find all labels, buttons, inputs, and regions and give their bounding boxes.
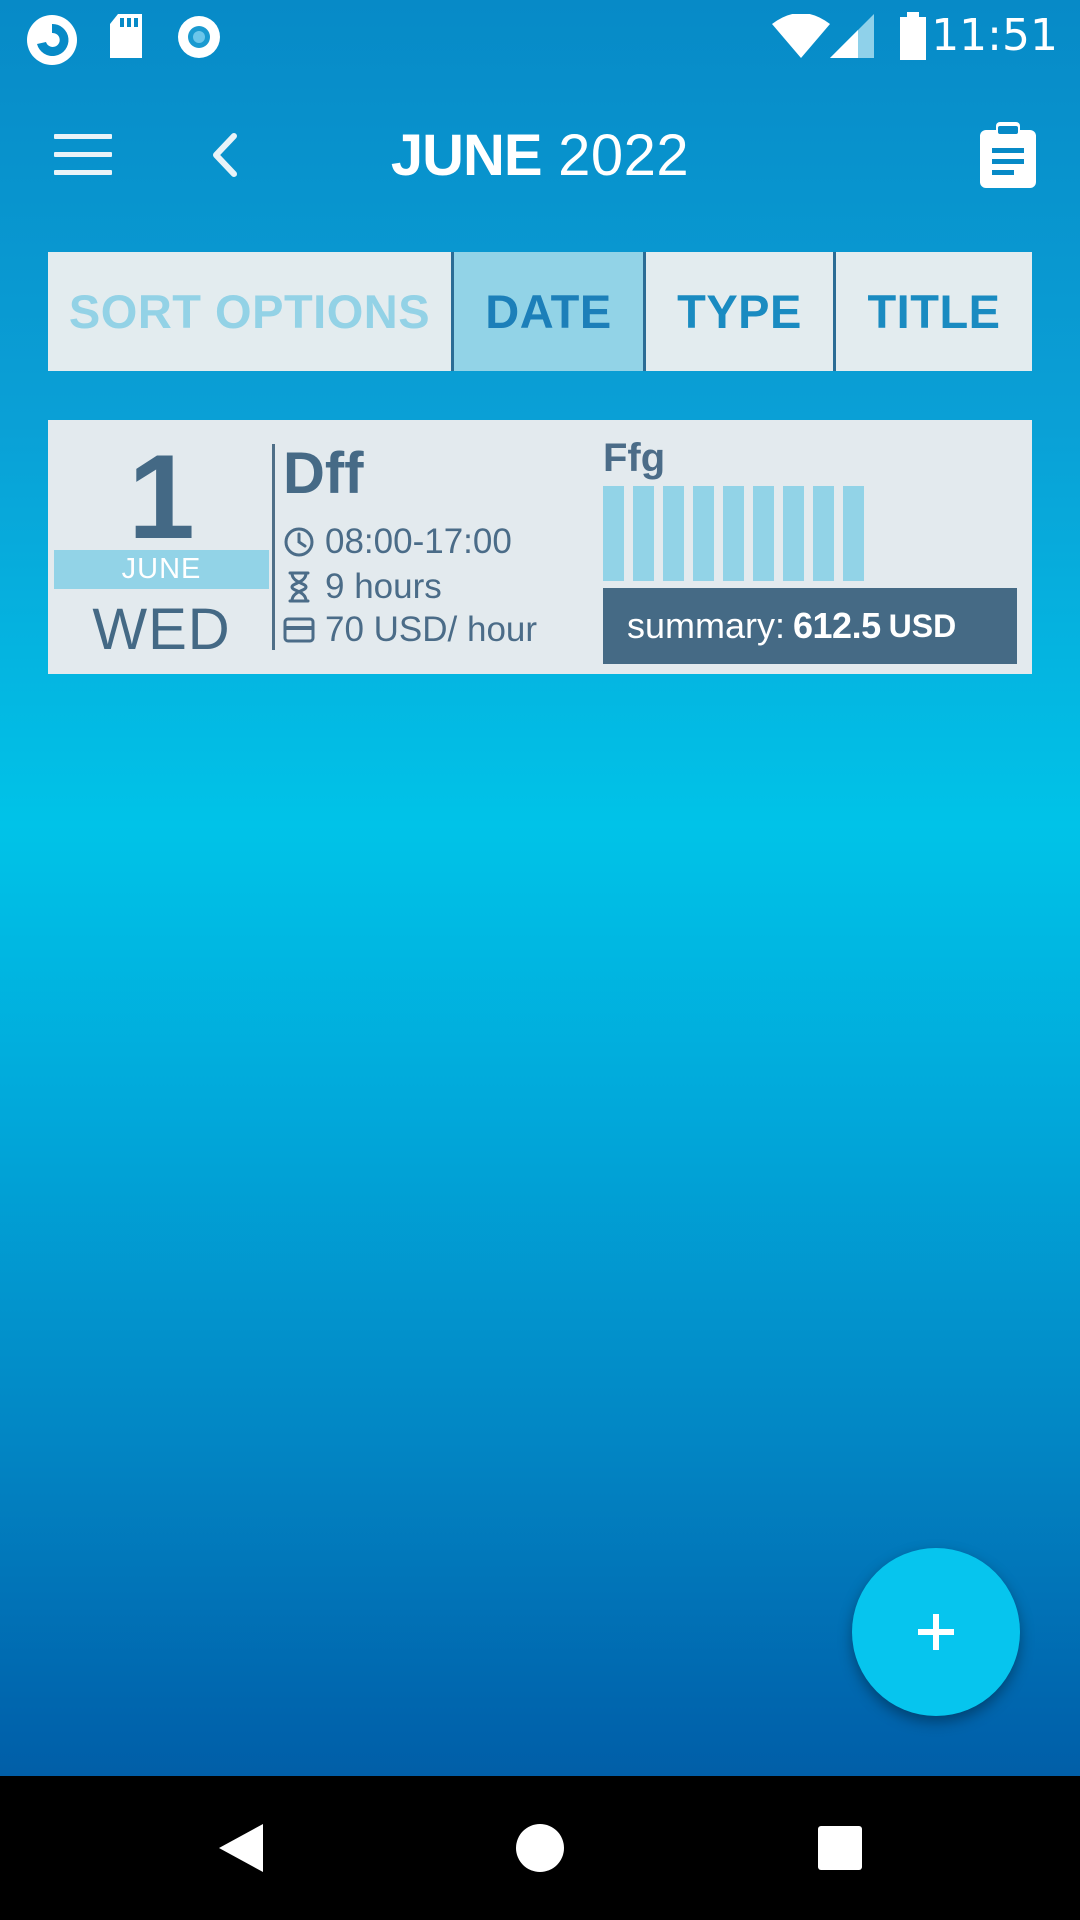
home-circle-icon [516,1824,564,1872]
wifi-icon [772,14,830,58]
hour-block [633,486,654,581]
add-entry-button[interactable] [852,1548,1020,1716]
sd-card-icon [110,14,142,58]
sort-options-label: SORT OPTIONS [48,252,454,371]
clock-icon [284,527,314,557]
top-app-bar: JUNE 2022 [0,100,1080,210]
system-nav-bar [0,1776,1080,1920]
nav-home-button[interactable] [500,1776,580,1920]
entry-month: JUNE [54,550,269,589]
hour-block [753,486,774,581]
sort-type-button[interactable]: TYPE [646,252,836,371]
work-entry-card[interactable]: 1 JUNE WED Dff 08:00-17:00 9 hours 70 US… [48,420,1032,674]
page-title: JUNE 2022 [0,122,1080,189]
sort-title-button[interactable]: TITLE [867,285,1001,338]
sort-date-button[interactable]: DATE [454,252,646,371]
summary-box: summary: 612.5 USD [603,588,1017,664]
summary-value: 612.5 [793,605,881,646]
clipboard-icon[interactable] [980,122,1036,188]
status-time: 11:51 [931,10,1058,61]
signal-icon [830,14,874,58]
credit-card-icon [283,617,315,643]
plus-icon [918,1614,954,1650]
chevron-left-icon[interactable] [204,130,244,180]
summary-label: summary: [627,605,786,646]
entry-rate-row: 70 USD/ hour [283,610,537,650]
hour-block [663,486,684,581]
entry-task-name: Ffg [603,436,666,480]
menu-icon-line [54,152,112,157]
entry-day: 1 [128,430,195,564]
entry-title: Dff [283,441,364,506]
record-icon [178,16,220,58]
entry-duration: 9 hours [325,567,442,606]
menu-button[interactable] [54,134,112,176]
hour-block [723,486,744,581]
status-bar: 11:51 [0,0,1080,75]
entry-time-row: 08:00-17:00 [283,522,512,562]
entry-duration-row: 9 hours [283,567,442,607]
entry-weekday: WED [92,597,231,662]
hour-block [783,486,804,581]
menu-icon-line [54,170,112,175]
card-divider [272,444,275,650]
hour-block [693,486,714,581]
app-logo-icon [27,15,77,65]
hour-block [843,486,864,581]
nav-recents-button[interactable] [800,1776,880,1920]
battery-icon [900,12,926,60]
sort-options-bar: SORT OPTIONS DATE TYPE TITLE [48,252,1032,371]
hour-block [813,486,834,581]
entry-rate: 70 USD/ hour [325,610,538,649]
recents-square-icon [818,1826,862,1870]
entry-time-range: 08:00-17:00 [325,522,512,561]
summary-currency: USD [888,607,957,644]
title-year: 2022 [558,123,690,188]
menu-icon-line [54,134,112,139]
hourglass-icon [288,571,310,603]
title-month: JUNE [390,123,543,188]
hour-block [603,486,624,581]
hour-blocks [603,486,873,581]
back-triangle-icon [219,1824,263,1872]
nav-back-button[interactable] [200,1776,280,1920]
